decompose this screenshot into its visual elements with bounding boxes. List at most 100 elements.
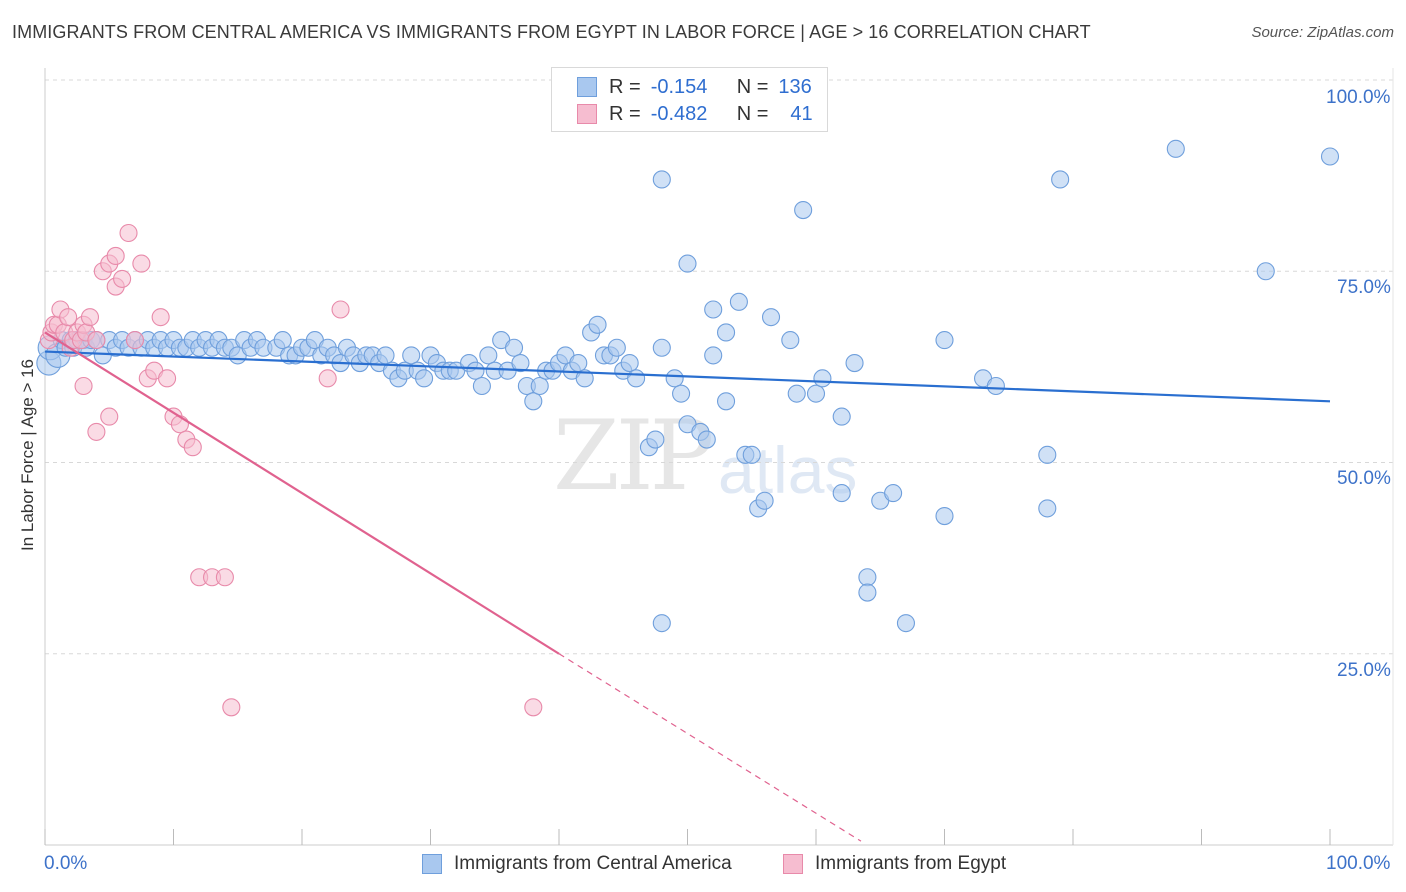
legend-n-value: 136 [778, 75, 812, 98]
central-america-point [742, 445, 761, 464]
central-america-point [781, 331, 800, 350]
egypt-point [222, 698, 241, 717]
trend-lines [44, 331, 1331, 842]
central-america-point [652, 170, 671, 189]
legend-r-value: -0.154 [650, 75, 708, 98]
central-america-point [806, 384, 826, 403]
central-america-point [986, 376, 1005, 396]
chart-title: IMMIGRANTS FROM CENTRAL AMERICA VS IMMIG… [12, 22, 1091, 42]
central-america-point [716, 392, 736, 411]
central-america-point [620, 353, 639, 373]
central-america-point [761, 308, 781, 327]
egypt-trend-line [44, 331, 560, 655]
central-america-point [575, 369, 594, 388]
y-tick-label-50: 50.0% [1337, 468, 1391, 489]
central-america-point [704, 300, 723, 319]
central-america-point [504, 338, 524, 357]
central-america-point [511, 353, 530, 373]
legend-box: R = -0.154 N = 136 R = -0.482 N = 41 [551, 67, 828, 132]
central-america-point [896, 614, 916, 633]
central-america-point [678, 254, 697, 273]
egypt-point [215, 568, 234, 587]
central-america-point [832, 484, 851, 503]
egypt-point [119, 223, 138, 243]
egypt-point [170, 415, 189, 434]
x-tick-label-min: 0.0% [44, 853, 88, 874]
central-america-point [607, 338, 626, 357]
egypt-point [132, 254, 151, 273]
bottom-legend-egypt: Immigrants from Egypt [783, 851, 1006, 877]
egypt-trend-extension [558, 653, 862, 842]
grid-layer [45, 79, 1393, 655]
egypt-point [151, 308, 170, 327]
legend-n-label: N = [736, 75, 769, 98]
egypt-point [74, 376, 93, 396]
central-america-point [472, 376, 491, 396]
central-america-point [1038, 499, 1057, 518]
central-america-point [813, 369, 832, 388]
central-america-point [884, 484, 903, 503]
egypt-point [331, 300, 350, 319]
central-america-point [646, 430, 665, 449]
egypt-point [100, 407, 119, 426]
bottom-legend-swatch-blue [422, 854, 442, 874]
central-america-point [627, 369, 646, 388]
central-america-point [376, 346, 395, 365]
central-america-point [858, 583, 877, 602]
central-america-point [530, 376, 549, 396]
legend-r-label: R = [609, 102, 641, 125]
central-america-point [716, 323, 736, 342]
y-tick-label-25: 25.0% [1337, 660, 1391, 681]
legend-swatch-blue [577, 77, 597, 97]
legend-row-egypt: R = -0.482 N = 41 [552, 101, 813, 127]
central-america-point [665, 369, 684, 388]
central-america-point [1320, 147, 1340, 166]
central-america-point [935, 506, 954, 526]
y-tick-label-75: 75.0% [1337, 277, 1391, 298]
legend-row-central-america: R = -0.154 N = 136 [552, 74, 812, 100]
egypt-point [158, 369, 177, 388]
central-america-point [1166, 139, 1185, 158]
x-tick-label-max: 100.0% [1326, 853, 1391, 874]
legend-n-value: 41 [790, 102, 813, 125]
y-axis-title: In Labor Force | Age > 16 [18, 358, 37, 552]
central-america-point [845, 353, 864, 373]
central-america-point [858, 568, 877, 587]
axis-layer [44, 68, 1394, 846]
central-america-point [588, 315, 607, 334]
bottom-legend-label: Immigrants from Central America [454, 853, 732, 874]
central-america-point [697, 430, 716, 449]
central-america-point [569, 353, 588, 373]
central-america-point [479, 346, 498, 365]
central-america-point [273, 331, 292, 350]
central-america-trend-line [44, 350, 1331, 403]
legend-r-value: -0.482 [650, 102, 708, 125]
central-america-point [1038, 445, 1057, 464]
central-america-point [402, 346, 421, 365]
central-america-point [672, 384, 691, 403]
egypt-points [39, 223, 543, 717]
central-america-point [935, 331, 954, 350]
bottom-legend-label: Immigrants from Egypt [815, 853, 1007, 874]
central-america-point [832, 407, 851, 426]
central-america-point [652, 614, 671, 633]
legend-n-label: N = [736, 102, 769, 125]
egypt-point [59, 308, 78, 327]
bottom-legend-central-america: Immigrants from Central America [422, 851, 732, 877]
central-america-point [466, 361, 485, 380]
central-america-point [524, 392, 543, 411]
central-america-point [415, 369, 434, 388]
egypt-point [125, 331, 144, 350]
central-america-point [729, 292, 748, 311]
egypt-point [87, 331, 106, 350]
central-america-point [794, 201, 813, 220]
central-america-points [36, 139, 1340, 633]
central-america-point [652, 338, 671, 357]
central-america-point [704, 346, 723, 365]
y-tick-label-100: 100.0% [1326, 87, 1391, 108]
central-america-point [787, 384, 806, 403]
egypt-point [106, 246, 125, 265]
egypt-point [87, 422, 106, 441]
legend-swatch-pink [577, 104, 597, 124]
